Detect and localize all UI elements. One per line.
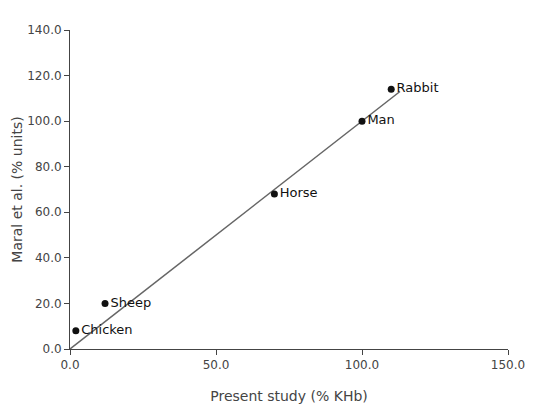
svg-text:120.0: 120.0 [27, 69, 61, 83]
svg-text:60.0: 60.0 [35, 205, 62, 219]
svg-text:20.0: 20.0 [35, 297, 62, 311]
svg-text:Man: Man [367, 112, 394, 127]
svg-text:0.0: 0.0 [60, 358, 79, 372]
svg-text:140.0: 140.0 [27, 23, 61, 37]
svg-text:100.0: 100.0 [27, 114, 61, 128]
svg-text:150.0: 150.0 [491, 358, 525, 372]
svg-text:Maral et al. (% units): Maral et al. (% units) [9, 116, 25, 262]
svg-text:Rabbit: Rabbit [397, 80, 439, 95]
svg-text:Chicken: Chicken [81, 322, 132, 337]
svg-text:100.0: 100.0 [345, 358, 379, 372]
svg-text:Present study (% KHb): Present study (% KHb) [210, 388, 368, 404]
svg-text:80.0: 80.0 [35, 160, 62, 174]
svg-text:40.0: 40.0 [35, 251, 62, 265]
svg-text:50.0: 50.0 [203, 358, 230, 372]
svg-text:Horse: Horse [280, 185, 318, 200]
svg-text:Sheep: Sheep [110, 295, 151, 310]
svg-text:0.0: 0.0 [43, 342, 62, 356]
